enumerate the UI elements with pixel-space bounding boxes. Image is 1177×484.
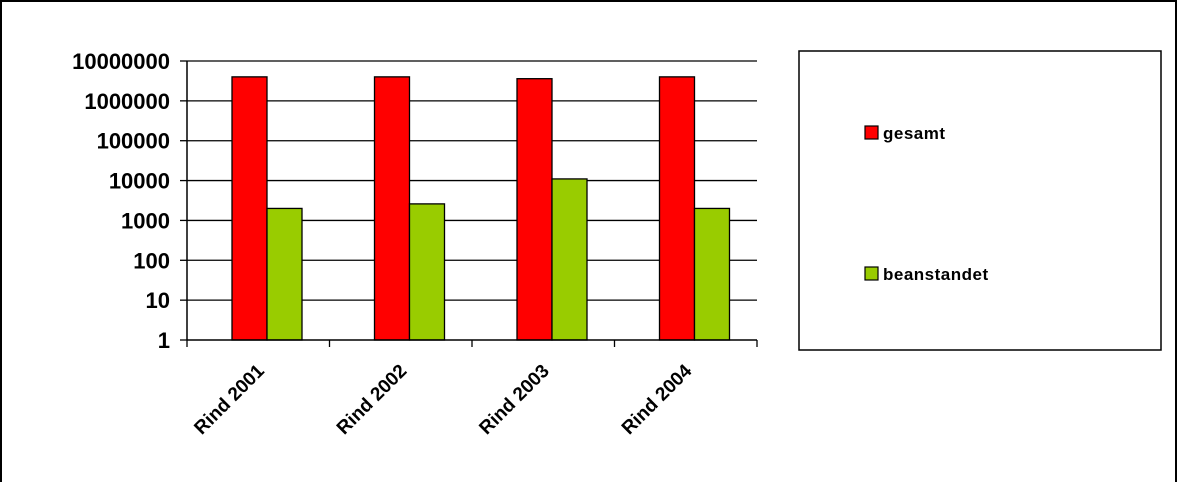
y-tick-label: 10000 — [109, 169, 170, 194]
category-label: Rind 2004 — [618, 360, 697, 439]
y-tick-label: 10000000 — [72, 49, 170, 74]
category-label: Rind 2001 — [190, 360, 269, 439]
y-tick-labels: 1 10 100 1000 10000 100000 1000000 10000000 — [72, 49, 170, 353]
category-label: Rind 2003 — [475, 361, 553, 439]
legend-label-gesamt: gesamt — [883, 124, 946, 143]
bar-beanstandet-3 — [551, 178, 588, 341]
y-tick-label: 1 — [158, 328, 170, 353]
bar-gesamt-3 — [516, 78, 553, 341]
legend-label-beanstandet: beanstandet — [883, 265, 989, 284]
y-tick-label: 1000 — [121, 208, 170, 233]
bar-beanstandet-4 — [693, 207, 731, 341]
y-tick-label: 100000 — [97, 129, 170, 154]
legend-swatch-gesamt — [864, 125, 879, 140]
bar-beanstandet-2 — [408, 203, 446, 341]
category-label: Rind 2002 — [333, 361, 411, 439]
axes — [180, 60, 758, 347]
bar-gesamt-4 — [658, 76, 696, 341]
bar-gesamt-1 — [231, 76, 268, 341]
category-labels: Rind 2001 Rind 2002 Rind 2003 Rind 2004 — [190, 360, 696, 439]
y-tick-label: 100 — [133, 248, 170, 273]
y-tick-label: 10 — [146, 288, 170, 313]
legend-swatch-beanstandet — [864, 266, 879, 281]
legend: gesamt beanstandet — [798, 50, 1162, 351]
legend-box — [798, 50, 1162, 351]
bar-beanstandet-1 — [266, 207, 303, 341]
y-tick-label: 1000000 — [84, 89, 170, 114]
bars — [231, 76, 731, 341]
bar-gesamt-2 — [373, 76, 411, 341]
